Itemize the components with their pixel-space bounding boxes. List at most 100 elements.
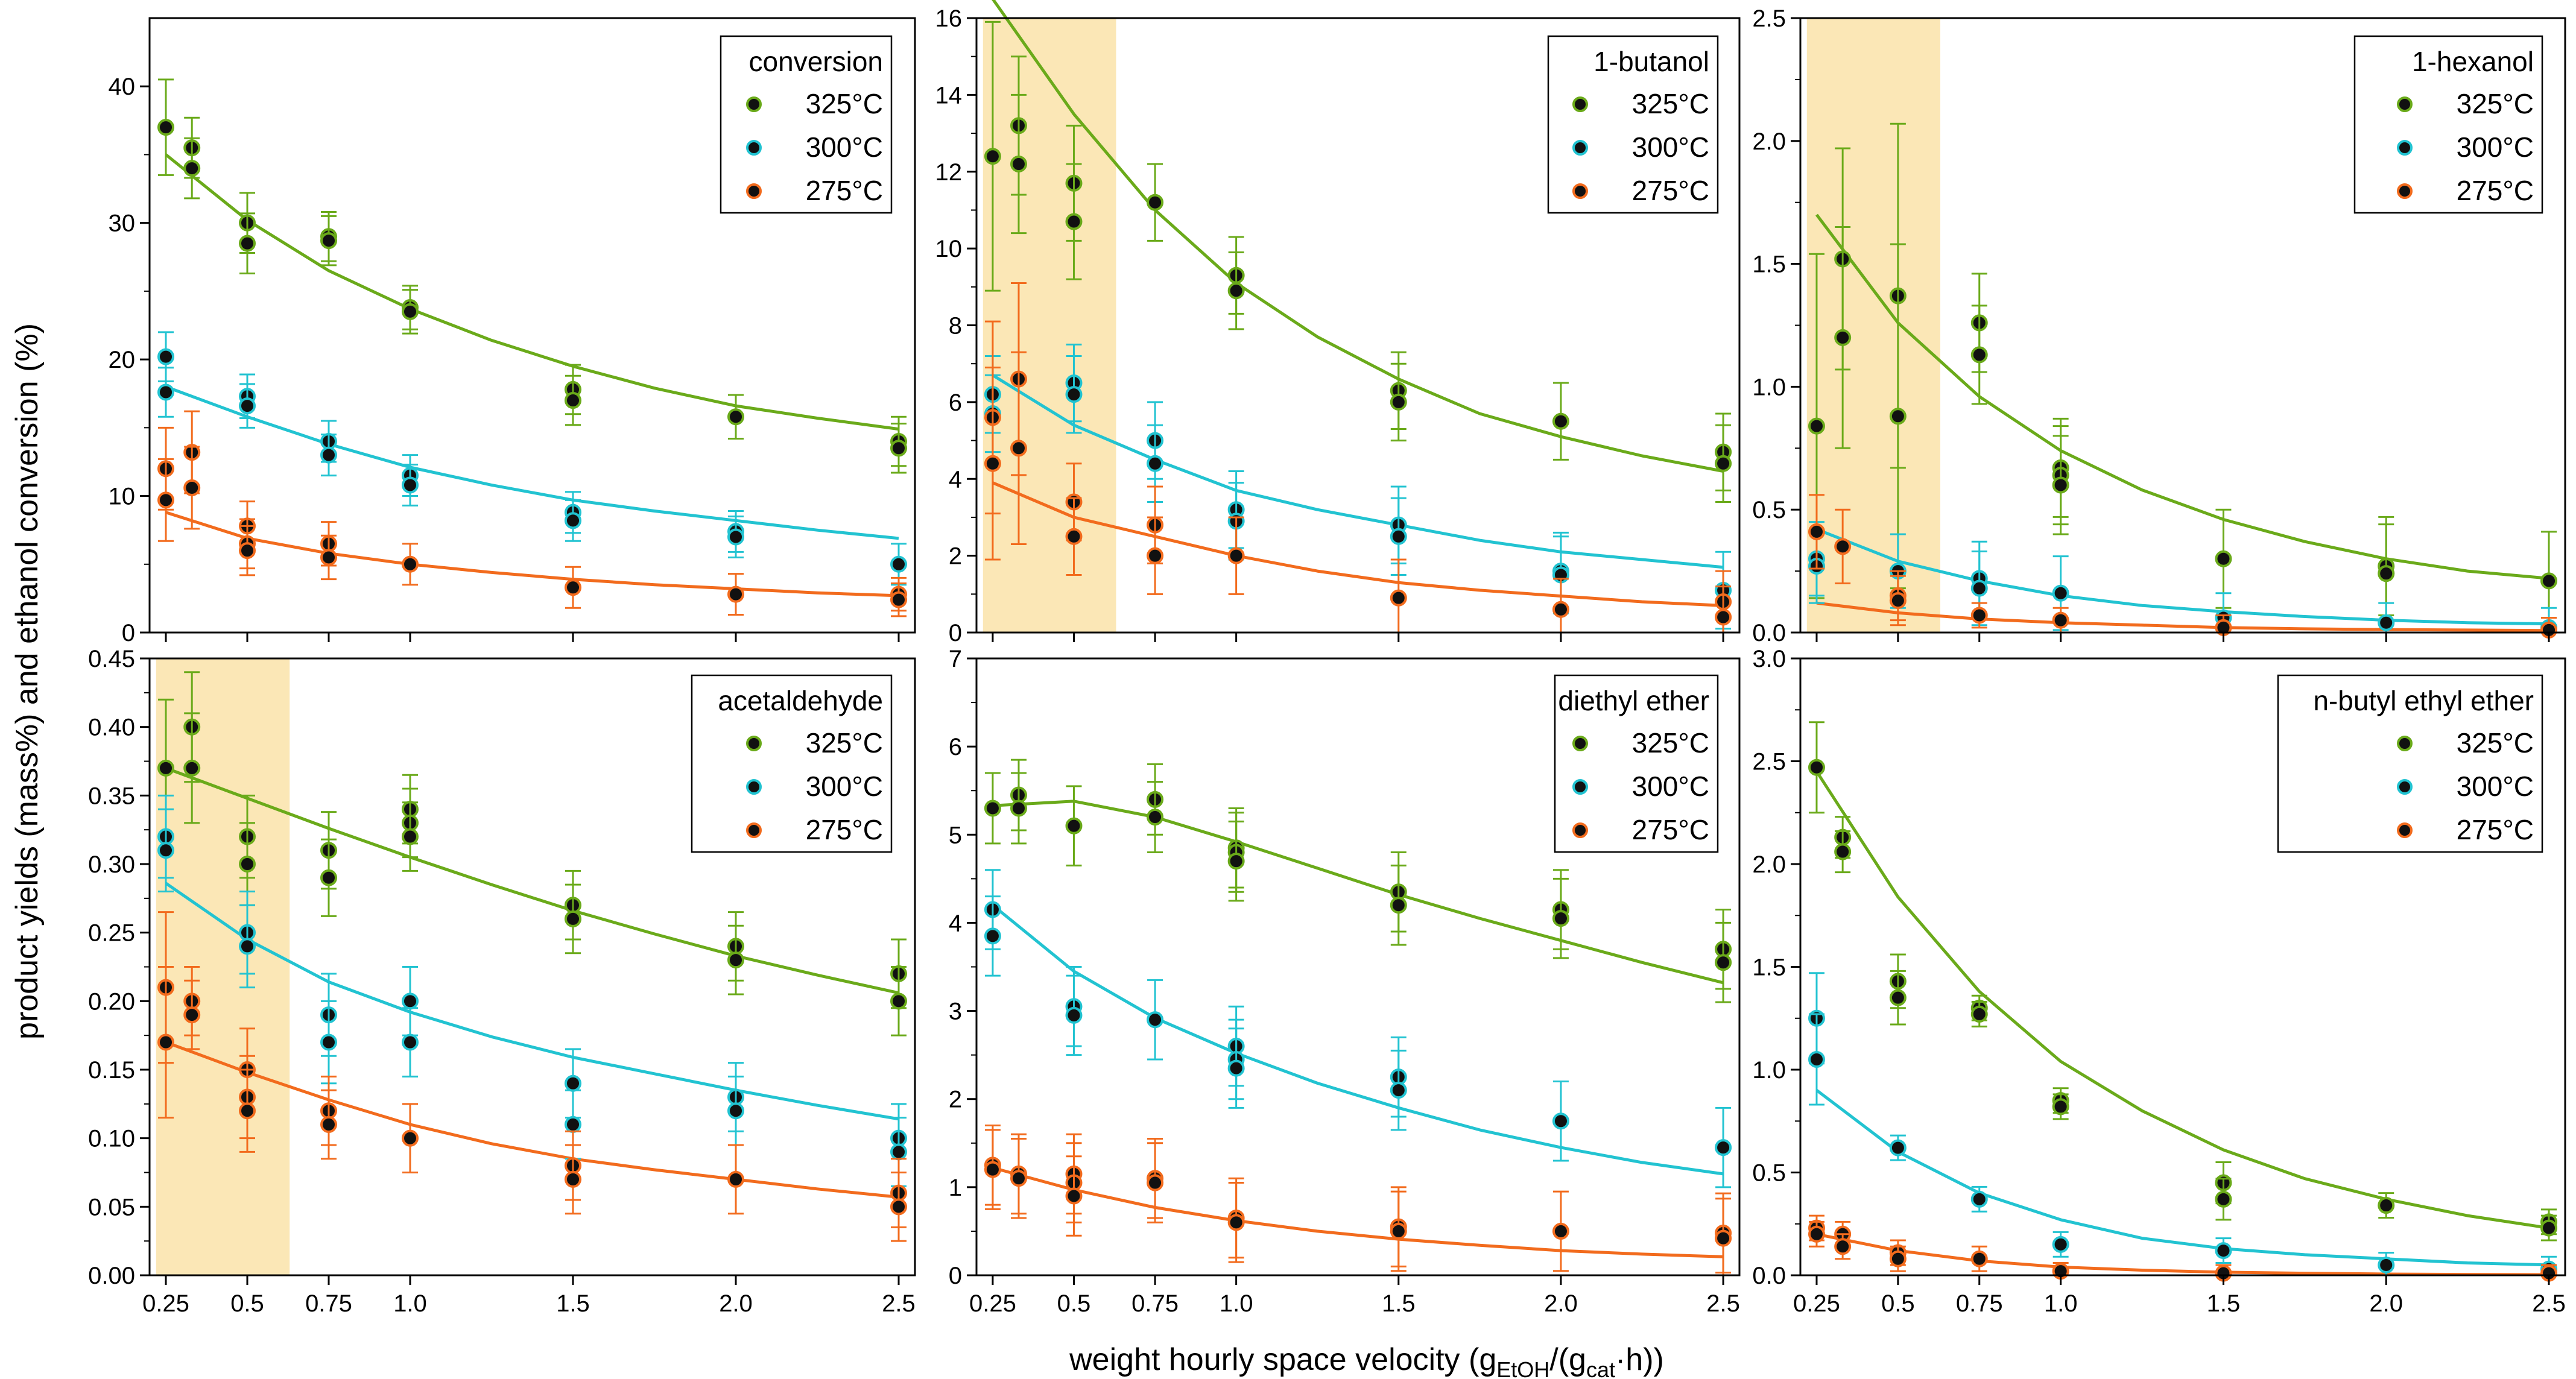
y-tick-label: 2.0 [1752, 851, 1786, 878]
data-point-325c [1227, 282, 1245, 300]
legend-title: conversion [749, 46, 883, 77]
data-point-275c [984, 1161, 1001, 1178]
legend-marker-300c [2397, 779, 2413, 795]
fit-line-325c [992, 0, 1724, 473]
y-tick-label: 3.0 [1752, 646, 1786, 672]
shaded-region [983, 18, 1116, 633]
data-point-300c [157, 348, 174, 365]
data-point-275c [565, 1170, 581, 1188]
data-point-275c [727, 585, 744, 603]
data-point-325c [1970, 1005, 1988, 1023]
x-axis-label: weight hourly space velocity (gEtOH/(gca… [1069, 1342, 1664, 1379]
y-tick-label: 0 [949, 620, 962, 646]
x-axis-label-end: ·h)) [1615, 1342, 1664, 1377]
fit-line-275c [1816, 1232, 2549, 1276]
y-tick-label: 2.5 [1752, 749, 1786, 775]
y-tick-label: 2 [949, 1087, 962, 1113]
data-point-275c [239, 1102, 256, 1120]
data-point-325c [1147, 194, 1164, 211]
fit-line-275c [992, 481, 1724, 607]
panel-4: 0 1 2 3 4 5 6 7 0.25 0.5 0.75 1.0 1.5 2.0 2.5 diethyl e… [949, 646, 1741, 1317]
data-point-300c [1552, 1112, 1569, 1130]
data-point-300c [2052, 1235, 2069, 1253]
data-point-325c [565, 910, 581, 927]
y-tick-label: 10 [935, 236, 963, 262]
legend-marker-300c [1572, 140, 1588, 156]
legend: diethyl ether 325°C 300°C 275°C [1554, 674, 1719, 853]
data-point-325c [1390, 897, 1407, 914]
data-point-300c [320, 1033, 337, 1051]
data-point-300c [1808, 1050, 1825, 1068]
y-tick-label: 8 [949, 313, 962, 339]
data-point-300c [1147, 455, 1164, 472]
y-tick-label: 1.5 [1752, 955, 1786, 981]
data-point-325c [984, 148, 1001, 165]
data-point-325c [157, 759, 174, 777]
data-point-275c [402, 555, 419, 573]
data-point-325c [1390, 393, 1407, 411]
data-point-325c [157, 119, 174, 136]
y-tick-label: 0.0 [1752, 1263, 1786, 1289]
fit-line-325c [165, 153, 899, 431]
y-tick-label: 4 [949, 910, 962, 936]
data-point-300c [1970, 1190, 1988, 1208]
fit-line-325c [1815, 771, 2549, 1230]
x-tick-label: 2.0 [719, 1290, 753, 1317]
data-point-325c [1889, 989, 1907, 1006]
legend-marker-300c [746, 140, 762, 156]
data-point-325c [1065, 213, 1083, 230]
data-point-275c [727, 1170, 744, 1188]
data-point-300c [1390, 528, 1407, 545]
data-point-300c [1390, 1082, 1407, 1099]
panels: 010203040conversion325°C300°C275°C024681… [88, 0, 2566, 1317]
y-tick-label: 0.20 [88, 988, 135, 1015]
legend-box [2277, 674, 2543, 853]
y-tick-label: 2.5 [1752, 5, 1786, 32]
data-point-275c [1808, 1225, 1825, 1243]
y-axis-label: product yields (mass%) and ethanol conve… [10, 323, 45, 1040]
data-point-300c [727, 1102, 744, 1120]
data-point-325c [2052, 1098, 2069, 1116]
y-tick-label: 0.5 [1752, 497, 1786, 523]
data-point-300c [2378, 1256, 2395, 1273]
data-point-325c [239, 856, 256, 873]
fit-line-300c [1815, 1089, 2549, 1267]
data-point-325c [320, 869, 337, 886]
data-point-300c [1889, 1139, 1907, 1157]
data-point-275c [1808, 523, 1825, 540]
data-point-300c [1065, 1006, 1083, 1024]
y-tick-label: 0.10 [88, 1126, 135, 1152]
data-point-275c [984, 455, 1001, 472]
panel-3: 0.00 0.05 0.10 0.15 0.20 0.25 0.30 0.35 0.40 0.45… [88, 646, 916, 1317]
x-tick-label: 1.5 [2207, 1290, 2241, 1317]
data-point-325c [320, 232, 337, 250]
panel-2: 0.0 0.5 1.0 1.5 2.0 2.5 1-hexanol 325°C 300°C 275… [1752, 5, 2566, 646]
x-tick-label: 2.5 [1706, 1290, 1740, 1317]
data-point-275c [1834, 538, 1852, 555]
legend-marker-275c [2397, 183, 2413, 199]
panel-5: 0.0 0.5 1.0 1.5 2.0 2.5 3.0 0.25 0.5 0.75 1.0 1.5 2.… [1752, 646, 2566, 1317]
data-point-275c [1552, 601, 1569, 618]
legend-marker-275c [746, 822, 762, 838]
data-point-300c [565, 1074, 581, 1092]
y-tick-label: 0.0 [1752, 620, 1786, 646]
legend-marker-325c [746, 736, 762, 751]
legend-label-325c: 325°C [1632, 88, 1709, 119]
data-point-325c [2540, 1219, 2558, 1237]
data-point-275c [565, 579, 581, 596]
panel-1: 0 2 4 6 8 10 12 14 16 1-butanol 325°C 300°C 275°C [935, 0, 1741, 646]
legend-marker-300c [1572, 779, 1588, 795]
x-tick-label: 0.5 [230, 1290, 264, 1317]
y-tick-label: 0 [122, 620, 135, 646]
legend-title: 1-hexanol [2412, 46, 2534, 77]
y-tick-label: 0.45 [88, 646, 135, 672]
data-point-325c [1808, 759, 1825, 776]
fit-line-325c [1815, 213, 2549, 580]
y-tick-label: 16 [935, 5, 963, 32]
legend-marker-325c [1572, 736, 1588, 751]
legend-marker-325c [1572, 96, 1588, 112]
data-point-300c [239, 938, 256, 955]
data-point-325c [2215, 550, 2232, 567]
data-point-275c [1010, 1170, 1027, 1187]
data-point-275c [402, 1129, 419, 1147]
